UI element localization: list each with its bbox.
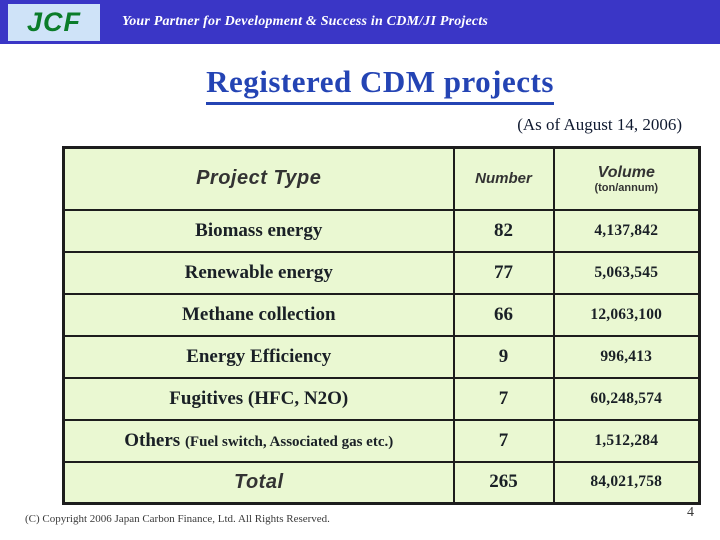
project-type-sub: (Fuel switch, Associated gas etc.): [184, 433, 394, 450]
table-row: Fugitives (HFC, N2O) 7 60,248,574: [62, 376, 701, 421]
as-of-date: (As of August 14, 2006): [517, 115, 682, 134]
column-header-project-type: Project Type: [196, 167, 322, 190]
total-number: 265: [452, 460, 555, 505]
total-volume: 84,021,758: [552, 460, 701, 505]
project-volume: 996,413: [552, 334, 701, 379]
project-number: 82: [452, 208, 555, 253]
project-type: Renewable energy: [184, 261, 333, 283]
column-header-volume-unit: (ton/annum): [594, 181, 659, 194]
project-volume: 1,512,284: [552, 418, 701, 463]
project-volume: 60,248,574: [552, 376, 701, 421]
jcf-logo: JCF: [8, 4, 100, 41]
project-volume: 5,063,545: [552, 250, 701, 295]
slide-title-container: Registered CDM projects: [62, 64, 698, 105]
table-row: Biomass energy 82 4,137,842: [62, 208, 701, 253]
column-header-number: Number: [475, 169, 532, 187]
column-header-volume: Volume: [597, 163, 655, 181]
table-row: Others (Fuel switch, Associated gas etc.…: [62, 418, 701, 463]
projects-table: Project Type Number Volume (ton/annum) B…: [62, 146, 701, 505]
company-tagline: Your Partner for Development & Success i…: [122, 14, 489, 29]
table-row: Methane collection 66 12,063,100: [62, 292, 701, 337]
project-number: 77: [452, 250, 555, 295]
project-number: 9: [452, 334, 555, 379]
project-number: 7: [452, 376, 555, 421]
project-type: Methane collection: [181, 303, 336, 325]
table-row: Energy Efficiency 9 996,413: [62, 334, 701, 379]
table-row: Renewable energy 77 5,063,545: [62, 250, 701, 295]
project-number: 7: [452, 418, 555, 463]
project-type: Energy Efficiency: [186, 345, 332, 367]
copyright-notice: (C) Copyright 2006 Japan Carbon Finance,…: [25, 513, 330, 525]
jcf-logo-text: JCF: [26, 7, 81, 37]
project-number: 66: [452, 292, 555, 337]
project-type: Fugitives (HFC, N2O): [169, 387, 349, 409]
project-type: Biomass energy: [195, 219, 323, 241]
project-type: Others: [124, 429, 185, 451]
page-number: 4: [687, 505, 694, 520]
slide-title: Registered CDM projects: [206, 64, 554, 105]
total-label: Total: [233, 470, 284, 493]
table-header-row: Project Type Number Volume (ton/annum): [62, 146, 701, 211]
top-banner: JCF Your Partner for Development & Succe…: [0, 0, 720, 44]
table-total-row: Total 265 84,021,758: [62, 460, 701, 505]
project-volume: 4,137,842: [552, 208, 701, 253]
project-volume: 12,063,100: [552, 292, 701, 337]
